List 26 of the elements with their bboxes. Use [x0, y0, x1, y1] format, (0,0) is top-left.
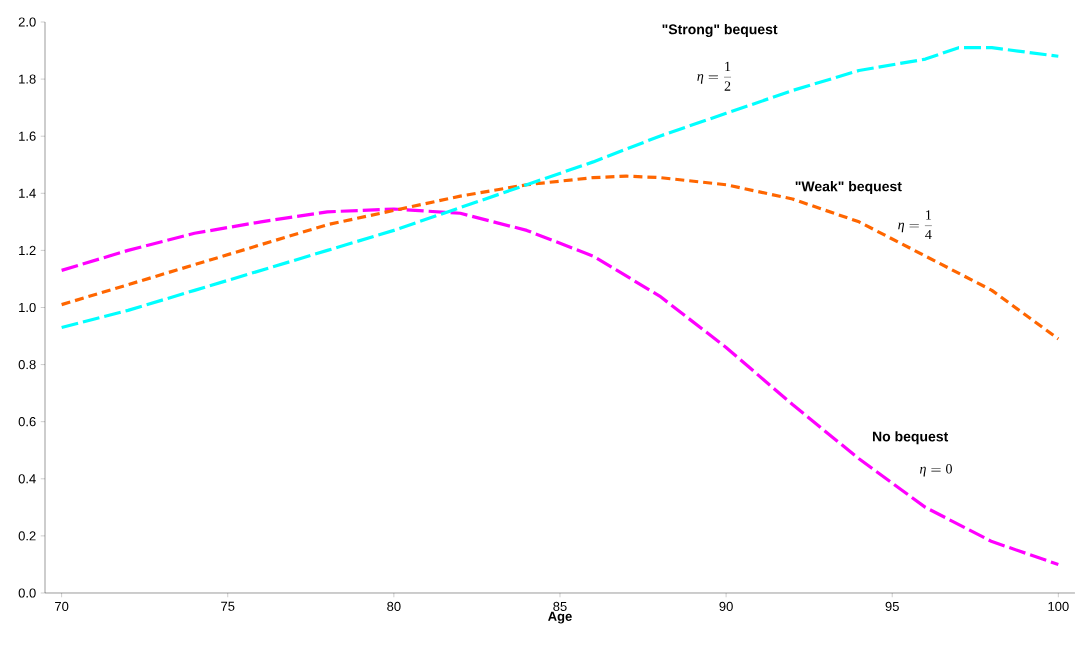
annotation: $\eta=\frac{1}{4}$	[898, 210, 932, 240]
y-tick-label: 1.8	[19, 74, 36, 84]
y-tick-label: 1.0	[19, 302, 36, 313]
y-tick-label: 1.2	[19, 245, 36, 255]
y-tick-label: 0.2	[18, 531, 36, 541]
annotation: $\eta=0$	[919, 464, 952, 477]
y-tick-label: 0.0	[18, 588, 36, 598]
y-tick-label: 0.6	[18, 417, 36, 427]
x-tick-label: 80	[387, 601, 401, 611]
line-series	[60, 207, 1060, 567]
annotation: "Weak" bequest	[795, 181, 902, 195]
x-tick-label: 75	[221, 601, 235, 611]
annotation: "Strong" bequest	[662, 24, 778, 38]
x-tick-label: 90	[719, 601, 733, 611]
y-tick-label: 0.8	[18, 359, 36, 370]
x-tick-label: 95	[885, 601, 899, 611]
annotation: $\eta=\frac{1}{2}$	[697, 61, 732, 91]
x-axis-title: Age	[548, 611, 572, 624]
y-tick-label: 1.4	[19, 188, 36, 198]
x-tick-label: 70	[55, 601, 69, 611]
x-tick-label: 85	[553, 601, 567, 611]
x-tick-label: 100	[1048, 601, 1069, 611]
y-tick-label: 2.0	[18, 17, 36, 27]
y-tick-label: 1.6	[19, 131, 36, 141]
y-tick-label: 0.4	[18, 474, 36, 484]
annotation: No bequest	[872, 431, 949, 445]
